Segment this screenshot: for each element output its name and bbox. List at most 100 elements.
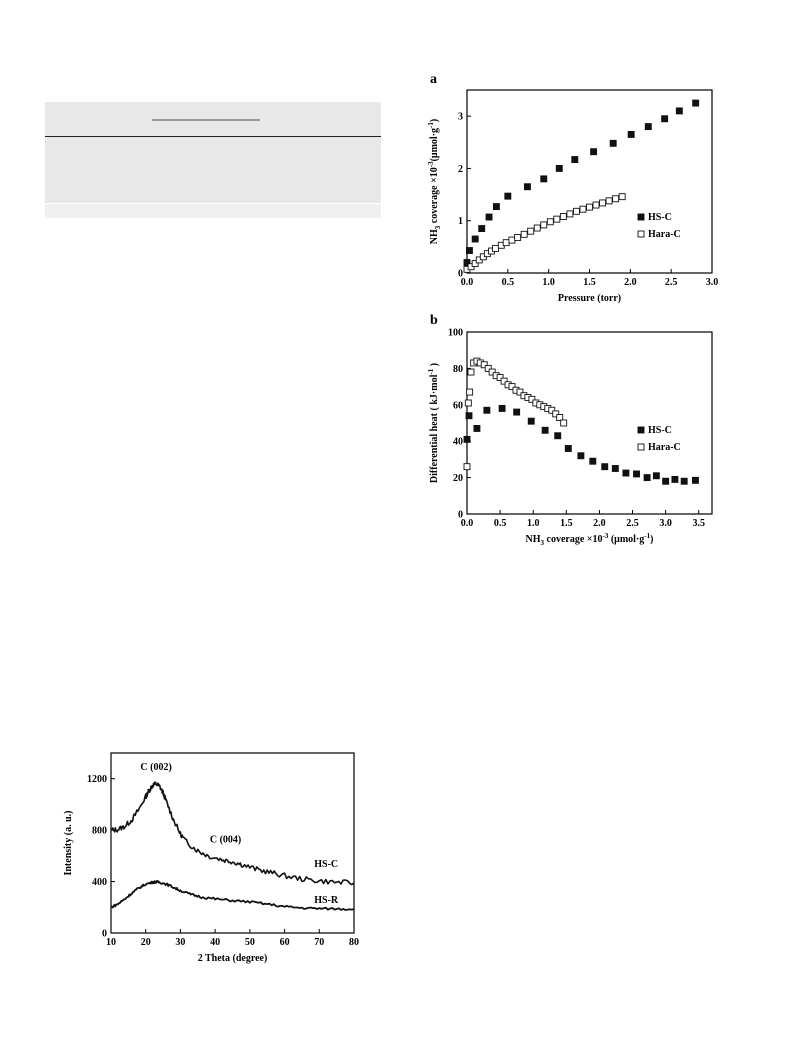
chart-xrd-series-label: HS-R — [314, 895, 339, 906]
chart-xrd-annotation-c004: C (004) — [210, 835, 241, 846]
chart-b-xtick-label: 2.5 — [626, 518, 639, 529]
chart-a-point-harac — [471, 260, 479, 268]
chart-a-point-harac — [553, 215, 561, 223]
chart-b-point-hsc — [463, 435, 471, 443]
chart-b-point-harac — [464, 399, 472, 407]
chart-b-point-hsc — [601, 463, 609, 471]
chart-b-point-hsc — [662, 477, 670, 485]
chart-a-point-hsc — [504, 192, 512, 200]
chart-b-legend-label: Hara-C — [648, 442, 681, 453]
chart-b-point-harac — [500, 377, 508, 385]
chart-xrd-xtick-label: 60 — [280, 937, 290, 948]
chart-b-point-hsc — [622, 469, 630, 477]
chart-a-point-harac — [579, 205, 587, 213]
chart-xrd-xtick-label: 50 — [245, 937, 255, 948]
table-fragment — [45, 100, 381, 218]
chart-b-ytick-label: 40 — [453, 437, 463, 448]
chart-xrd-ytick-label: 400 — [92, 877, 107, 888]
panel-label-b: b — [430, 313, 438, 328]
chart-a-ytick-label: 3 — [458, 112, 463, 123]
chart-b-xtick-label: 3.0 — [659, 518, 672, 529]
chart-a-point-hsc — [627, 130, 635, 138]
chart-b-plot-frame — [466, 331, 713, 515]
chart-b-point-hsc — [483, 406, 491, 414]
chart-b-point-hsc — [589, 457, 597, 465]
table-footer-band — [45, 204, 381, 218]
chart-b-point-harac — [484, 364, 492, 372]
chart-a-point-harac — [527, 227, 535, 235]
chart-b-point-harac — [556, 414, 564, 421]
chart-b-xtick-label: 1.5 — [560, 518, 573, 529]
chart-a-point-harac — [514, 233, 522, 241]
panel-label-a: a — [430, 72, 437, 87]
chart-b-point-hsc — [643, 474, 651, 482]
chart-a-xtick-label: 1.0 — [542, 277, 555, 288]
chart-b-point-harac — [463, 463, 471, 471]
table-body-band — [45, 137, 381, 203]
chart-a-point-harac — [566, 210, 574, 218]
chart-b-point-harac — [508, 383, 516, 391]
chart-b-point-harac — [467, 368, 475, 376]
chart-a-y-axis-label: NH3​ coverage ×10-3​(μmol·g-1​) — [427, 119, 442, 244]
chart-a-point-harac — [599, 199, 607, 207]
chart-a-point-hsc — [471, 235, 479, 243]
chart-a-xtick-label: 2.0 — [624, 277, 637, 288]
chart-a-point-hsc — [661, 115, 669, 123]
table-header-rule — [152, 119, 260, 121]
chart-b-legend-marker — [637, 426, 645, 434]
chart-a-xtick-label: 2.5 — [665, 277, 678, 288]
chart-b-ytick-label: 60 — [453, 400, 463, 411]
chart-b-point-hsc — [465, 412, 473, 420]
chart-a-point-harac — [592, 201, 600, 209]
chart-a-point-harac — [586, 203, 593, 211]
chart-b-point-hsc — [554, 432, 562, 440]
chart-b-point-harac — [528, 395, 536, 403]
table-rule — [45, 136, 381, 137]
chart-a-point-hsc — [555, 164, 563, 172]
chart-b-point-harac — [560, 419, 568, 427]
chart-b-point-hsc — [691, 476, 699, 484]
chart-xrd-xtick-label: 70 — [314, 937, 324, 948]
chart-b-ytick-label: 80 — [453, 364, 463, 375]
chart-a-xtick-label: 3.0 — [706, 277, 719, 288]
chart-b-point-hsc — [527, 417, 535, 425]
chart-xrd-xtick-label: 10 — [106, 937, 116, 948]
chart-b-point-hsc — [473, 425, 481, 432]
chart-xrd-xtick-label: 20 — [141, 937, 151, 948]
chart-a-legend-label: HS-C — [648, 212, 672, 223]
chart-a-point-harac — [612, 195, 620, 203]
chart-a-point-hsc — [675, 107, 683, 115]
chart-a-ytick-label: 2 — [458, 164, 463, 175]
chart-xrd-ytick-label: 1200 — [87, 774, 107, 785]
chart-a-point-harac — [572, 207, 580, 215]
chart-b-xtick-label: 0.0 — [461, 518, 474, 529]
chart-b-point-harac — [488, 368, 496, 376]
chart-a-point-hsc — [540, 175, 548, 183]
chart-xrd-series-label: HS-C — [314, 859, 338, 870]
chart-b-point-hsc — [513, 408, 521, 416]
chart-b-xtick-label: 1.0 — [527, 518, 540, 529]
chart-b-x-axis-label: NH3​ coverage ×10-3​ (μmol·g-1​) — [526, 532, 654, 547]
chart-b-legend-marker — [637, 443, 645, 451]
chart-b-point-hsc — [498, 404, 506, 412]
chart-a-point-harac — [546, 218, 554, 226]
chart-a-point-hsc — [463, 259, 471, 266]
chart-a-point-hsc — [492, 203, 500, 211]
chart-a-point-hsc — [523, 183, 531, 191]
chart-a-point-harac — [533, 224, 541, 232]
chart-a-xtick-label: 0.0 — [461, 277, 474, 288]
chart-b-point-hsc — [633, 470, 640, 478]
chart-b-point-harac — [548, 406, 556, 414]
chart-a-point-hsc — [571, 156, 579, 163]
chart-xrd-xtick-label: 40 — [210, 937, 220, 948]
chart-xrd-xtick-label: 80 — [349, 937, 359, 948]
chart-a-point-hsc — [478, 225, 486, 233]
chart-b-point-hsc — [577, 452, 585, 460]
chart-b-legend-label: HS-C — [648, 425, 672, 436]
chart-xrd-x-axis-label: 2 Theta (degree) — [198, 953, 268, 964]
chart-xrd-series-line-hs-r — [110, 880, 355, 911]
chart-a-point-hsc — [590, 148, 598, 156]
chart-a-legend-label: Hara-C — [648, 229, 681, 240]
